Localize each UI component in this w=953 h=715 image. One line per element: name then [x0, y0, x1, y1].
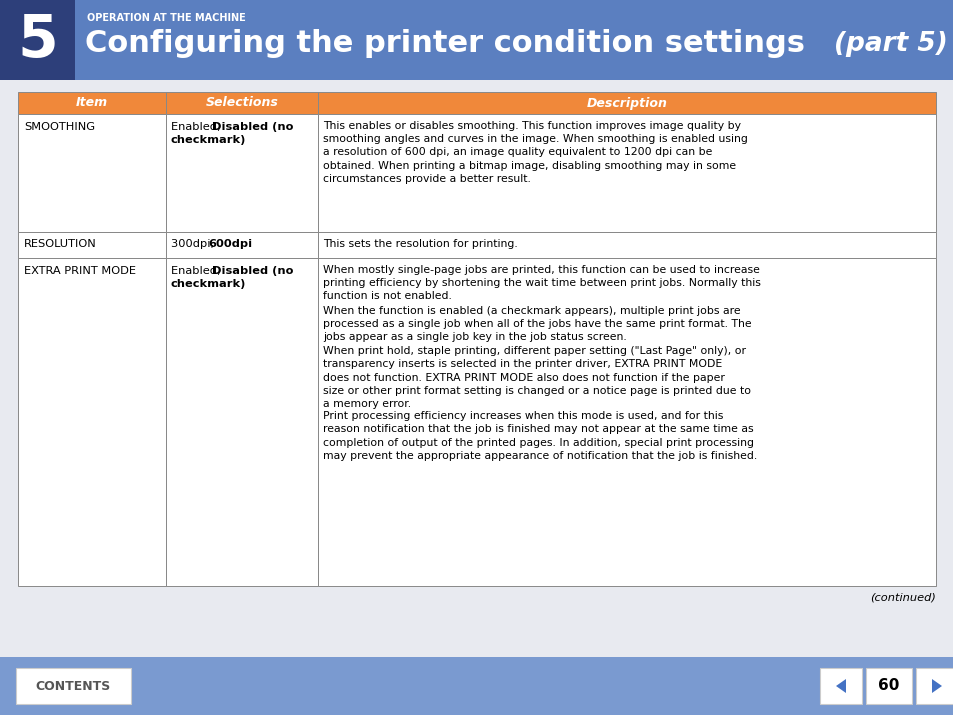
FancyBboxPatch shape: [915, 668, 953, 704]
FancyBboxPatch shape: [166, 114, 317, 232]
Text: This enables or disables smoothing. This function improves image quality by
smoo: This enables or disables smoothing. This…: [323, 121, 747, 184]
Text: When the function is enabled (a checkmark appears), multiple print jobs are
proc: When the function is enabled (a checkmar…: [323, 305, 751, 342]
Text: 300dpi,: 300dpi,: [171, 239, 217, 249]
FancyBboxPatch shape: [317, 258, 935, 586]
FancyBboxPatch shape: [0, 657, 953, 715]
FancyBboxPatch shape: [0, 0, 75, 80]
FancyBboxPatch shape: [18, 92, 166, 114]
FancyBboxPatch shape: [317, 114, 935, 232]
Text: Item: Item: [76, 97, 108, 109]
Text: checkmark): checkmark): [171, 135, 246, 145]
FancyBboxPatch shape: [166, 232, 317, 258]
Text: 60: 60: [878, 679, 899, 694]
Text: OPERATION AT THE MACHINE: OPERATION AT THE MACHINE: [87, 13, 246, 23]
FancyBboxPatch shape: [317, 92, 935, 114]
FancyBboxPatch shape: [18, 114, 166, 232]
Text: When print hold, staple printing, different paper setting ("Last Page" only), or: When print hold, staple printing, differ…: [323, 346, 750, 409]
Text: RESOLUTION: RESOLUTION: [24, 239, 96, 249]
Polygon shape: [835, 679, 845, 693]
Text: CONTENTS: CONTENTS: [36, 679, 111, 693]
Text: Enabled,: Enabled,: [171, 266, 224, 276]
FancyBboxPatch shape: [18, 232, 166, 258]
Polygon shape: [931, 679, 941, 693]
Text: (continued): (continued): [869, 592, 935, 602]
Text: Configuring the printer condition settings: Configuring the printer condition settin…: [85, 29, 804, 59]
FancyBboxPatch shape: [820, 668, 862, 704]
FancyBboxPatch shape: [18, 258, 166, 586]
Text: SMOOTHING: SMOOTHING: [24, 122, 95, 132]
Text: Print processing efficiency increases when this mode is used, and for this
reaso: Print processing efficiency increases wh…: [323, 411, 757, 460]
FancyBboxPatch shape: [166, 92, 317, 114]
FancyBboxPatch shape: [317, 232, 935, 258]
FancyBboxPatch shape: [865, 668, 911, 704]
FancyBboxPatch shape: [166, 258, 317, 586]
Text: This sets the resolution for printing.: This sets the resolution for printing.: [323, 239, 517, 249]
Text: 5: 5: [17, 11, 58, 69]
Text: Disabled (no: Disabled (no: [213, 122, 294, 132]
Text: checkmark): checkmark): [171, 279, 246, 289]
Text: When mostly single-page jobs are printed, this function can be used to increase
: When mostly single-page jobs are printed…: [323, 265, 760, 302]
Text: Description: Description: [586, 97, 667, 109]
FancyBboxPatch shape: [16, 668, 131, 704]
Text: Enabled,: Enabled,: [171, 122, 224, 132]
Text: 600dpi: 600dpi: [208, 239, 252, 249]
Text: Disabled (no: Disabled (no: [213, 266, 294, 276]
FancyBboxPatch shape: [75, 0, 953, 80]
Text: EXTRA PRINT MODE: EXTRA PRINT MODE: [24, 266, 136, 276]
Text: (part 5): (part 5): [833, 31, 947, 57]
Text: Selections: Selections: [205, 97, 278, 109]
